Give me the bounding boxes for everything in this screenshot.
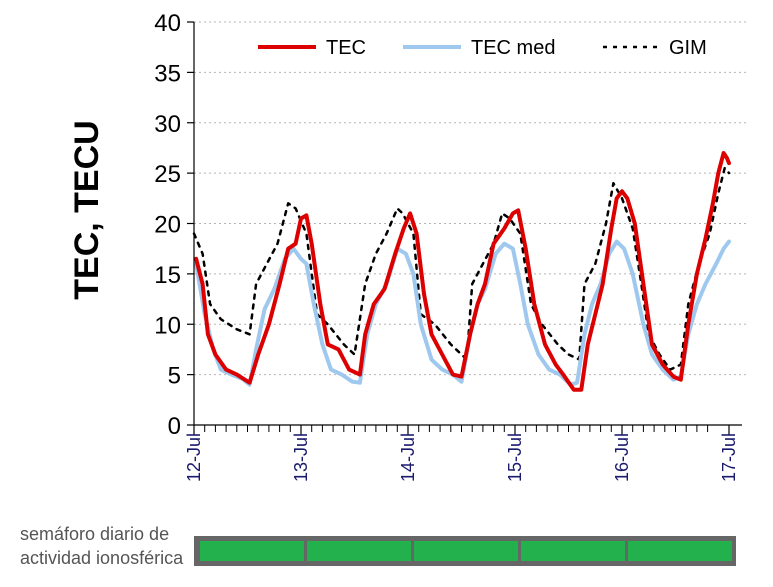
tec-chart: TEC, TECU 0 5 10 15 20 25 30 35 40 12-Jul 13-Jul 14…: [68, 10, 747, 482]
x-tick-label: 16-Jul: [612, 433, 632, 482]
y-tick-label: 25: [154, 161, 181, 188]
semaforo-bar: [194, 536, 736, 566]
semaforo-day-12-jul: [200, 541, 304, 561]
y-axis-label: TEC, TECU: [68, 120, 106, 299]
semaforo-day-15-jul: [521, 541, 625, 561]
x-tick-label: 13-Jul: [291, 433, 311, 482]
semaforo-day-13-jul: [307, 541, 411, 561]
semaforo-label-line2: actividad ionosférica: [20, 548, 184, 568]
series-line-tec: [194, 151, 731, 392]
y-tick-label: 35: [154, 60, 181, 87]
x-tick-label: 15-Jul: [505, 433, 525, 482]
axes: 0 5 10 15 20 25 30 35 40 12-Jul 13-Jul 14-Jul 15-Jul…: [154, 10, 742, 482]
y-tick-label: 40: [154, 10, 181, 37]
semaforo-label-line1: semáforo diario de: [20, 524, 170, 544]
semaforo-day-16-jul: [628, 541, 732, 561]
semaforo-day-14-jul: [414, 541, 518, 561]
y-tick-label: 15: [154, 262, 181, 289]
y-tick-label: 5: [168, 363, 181, 390]
y-tick-label: 10: [154, 312, 181, 339]
y-tick-label: 30: [154, 111, 181, 138]
semaforo-label: semáforo diario de actividad ionosférica: [20, 522, 195, 570]
legend-label-tec: TEC: [326, 37, 366, 59]
series-lines: [192, 151, 731, 392]
legend-label-gim: GIM: [669, 37, 707, 59]
x-tick-label: 17-Jul: [719, 433, 739, 482]
y-tick-label: 0: [168, 413, 181, 440]
legend-label-tec-med: TEC med: [471, 37, 555, 59]
x-tick-label: 14-Jul: [398, 433, 418, 482]
y-tick-label: 20: [154, 212, 181, 239]
legend: TEC TEC med GIM: [258, 37, 707, 59]
x-tick-label: 12-Jul: [184, 433, 204, 482]
